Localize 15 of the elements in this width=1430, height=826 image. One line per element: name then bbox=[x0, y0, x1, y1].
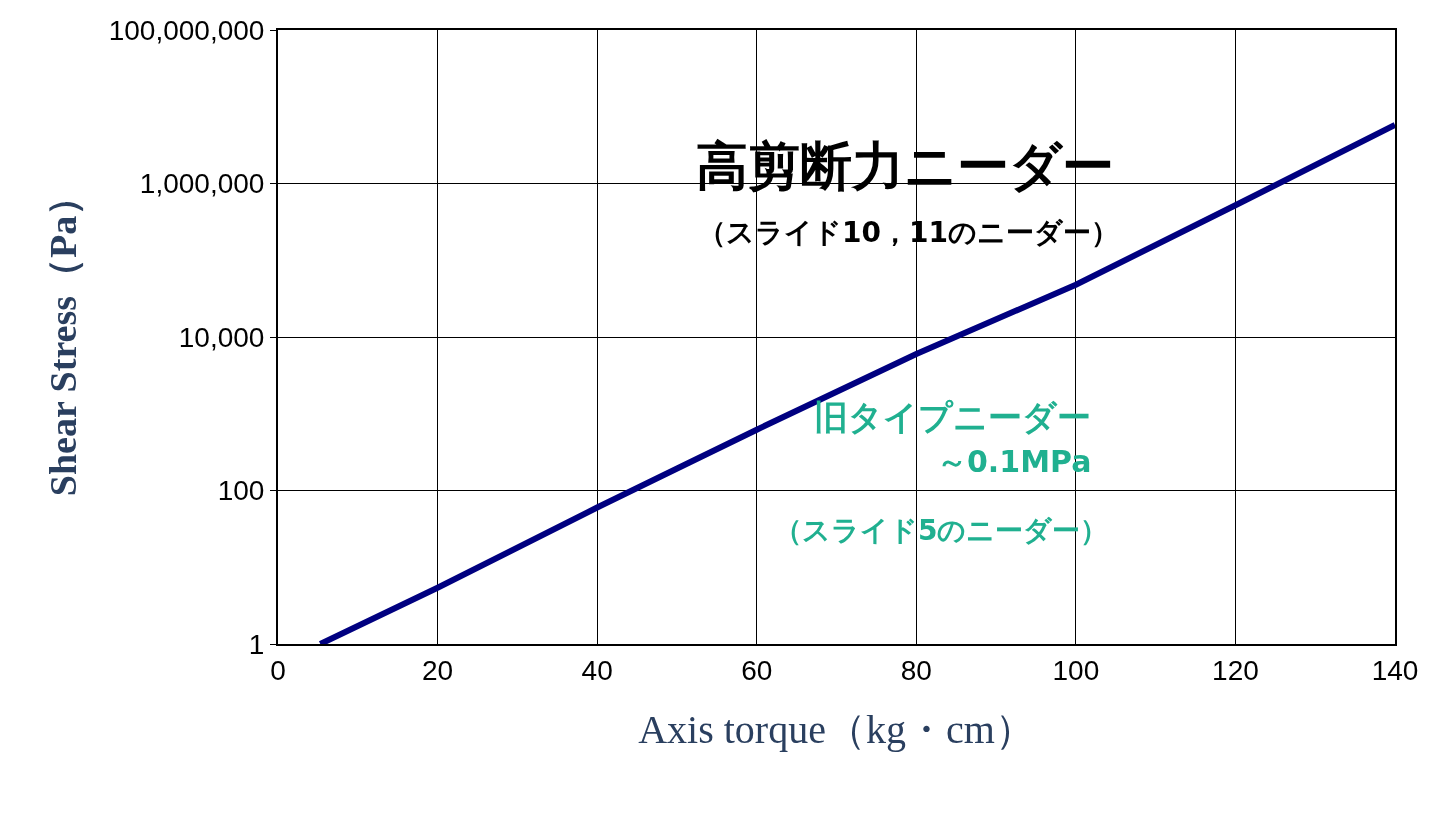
x-tick-label: 20 bbox=[421, 654, 454, 686]
x-tick-label: 60 bbox=[741, 654, 773, 686]
y-axis-title: Shear Stress（Pa） bbox=[42, 177, 85, 497]
y-tick-label: 10,000 bbox=[178, 321, 265, 353]
x-tick-label: 80 bbox=[900, 654, 932, 686]
y-tick-label: 1,000,000 bbox=[139, 168, 265, 200]
y-tick-label: 100,000,000 bbox=[108, 14, 265, 46]
y-tick-label: 100 bbox=[217, 475, 265, 507]
x-tick-label: 140 bbox=[1371, 654, 1419, 686]
x-tick-label: 100 bbox=[1052, 654, 1100, 686]
x-tick-label: 0 bbox=[270, 654, 286, 686]
x-tick-label: 120 bbox=[1212, 654, 1259, 686]
x-tick-label: 40 bbox=[581, 654, 613, 686]
y-tick-label: 1 bbox=[248, 628, 265, 660]
x-axis-title: Axis torque（kg・cm） bbox=[638, 706, 1035, 752]
